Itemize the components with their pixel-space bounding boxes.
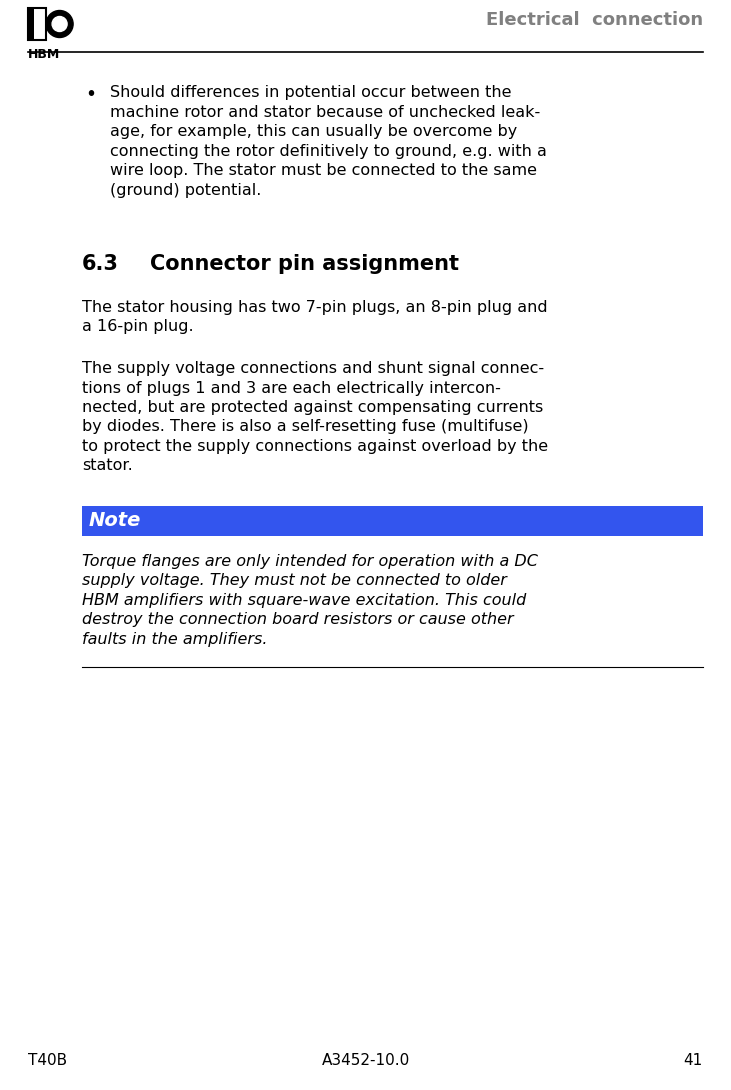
Text: a 16-pin plug.: a 16-pin plug. bbox=[82, 319, 194, 335]
Text: tions of plugs 1 and 3 are each electrically intercon-: tions of plugs 1 and 3 are each electric… bbox=[82, 380, 501, 396]
Text: to protect the supply connections against overload by the: to protect the supply connections agains… bbox=[82, 439, 548, 455]
Text: nected, but are protected against compensating currents: nected, but are protected against compen… bbox=[82, 400, 543, 415]
Bar bbox=[28, 8, 45, 40]
Text: The stator housing has two 7-pin plugs, an 8-pin plug and: The stator housing has two 7-pin plugs, … bbox=[82, 300, 548, 315]
Text: A3452-10.0: A3452-10.0 bbox=[322, 1053, 409, 1068]
Text: by diodes. There is also a self-resetting fuse (multifuse): by diodes. There is also a self-resettin… bbox=[82, 420, 529, 435]
Text: (ground) potential.: (ground) potential. bbox=[110, 182, 262, 197]
Text: faults in the amplifiers.: faults in the amplifiers. bbox=[82, 632, 268, 647]
Text: machine rotor and stator because of unchecked leak-: machine rotor and stator because of unch… bbox=[110, 105, 540, 120]
Text: •: • bbox=[85, 85, 96, 104]
Text: connecting the rotor definitively to ground, e.g. with a: connecting the rotor definitively to gro… bbox=[110, 144, 547, 158]
Circle shape bbox=[52, 16, 67, 32]
Text: HBM: HBM bbox=[28, 48, 60, 61]
Text: Should differences in potential occur between the: Should differences in potential occur be… bbox=[110, 85, 512, 100]
Circle shape bbox=[46, 11, 73, 37]
Text: 41: 41 bbox=[683, 1053, 703, 1068]
Text: T40B: T40B bbox=[28, 1053, 67, 1068]
Text: wire loop. The stator must be connected to the same: wire loop. The stator must be connected … bbox=[110, 164, 537, 178]
Text: Electrical  connection: Electrical connection bbox=[486, 11, 703, 29]
Bar bbox=[28, 8, 34, 40]
Text: age, for example, this can usually be overcome by: age, for example, this can usually be ov… bbox=[110, 124, 518, 140]
Text: 6.3: 6.3 bbox=[82, 254, 119, 274]
Text: supply voltage. They must not be connected to older: supply voltage. They must not be connect… bbox=[82, 573, 507, 589]
Text: stator.: stator. bbox=[82, 459, 133, 473]
Text: HBM amplifiers with square-wave excitation. This could: HBM amplifiers with square-wave excitati… bbox=[82, 593, 526, 608]
Text: The supply voltage connections and shunt signal connec-: The supply voltage connections and shunt… bbox=[82, 361, 544, 376]
Text: destroy the connection board resistors or cause other: destroy the connection board resistors o… bbox=[82, 613, 514, 628]
Text: Note: Note bbox=[89, 511, 141, 530]
FancyBboxPatch shape bbox=[82, 506, 703, 536]
Text: Torque flanges are only intended for operation with a DC: Torque flanges are only intended for ope… bbox=[82, 554, 538, 569]
Text: Connector pin assignment: Connector pin assignment bbox=[150, 254, 459, 274]
